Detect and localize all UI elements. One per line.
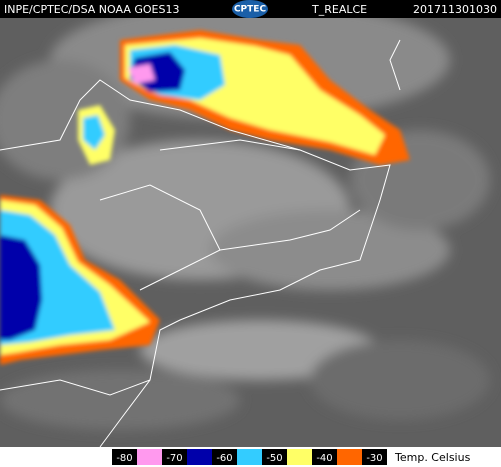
legend-label-box [162,449,187,465]
legend-label: -40 [316,453,332,464]
legend-label-box [112,449,137,465]
legend-unit: Temp. Celsius [394,451,471,464]
legend-swatch [237,449,262,465]
legend-label: -80 [116,453,132,464]
source-label: INPE/CPTEC/DSA NOAA GOES13 [4,3,179,16]
legend-label: -60 [216,453,232,464]
legend-label: -30 [366,453,382,464]
product-label: T_REALCE [311,3,367,16]
cold-tops [0,30,410,365]
legend-swatch [187,449,212,465]
legend-label-box [312,449,337,465]
legend-swatch [337,449,362,465]
legend-label-box [262,449,287,465]
logo-text: CPTEC [234,5,266,15]
legend-label-box [212,449,237,465]
timestamp: 201711301030 [413,3,497,16]
borders [0,39,401,448]
legend-swatch [137,449,162,465]
logo-badge [232,0,268,18]
legend-label: -50 [266,453,282,464]
legend-label: -70 [166,453,182,464]
legend-swatch [287,449,312,465]
legend: -80 -70 -60 -50 -40 -30 Temp. Celsius [112,449,471,465]
legend-label-box [362,449,387,465]
